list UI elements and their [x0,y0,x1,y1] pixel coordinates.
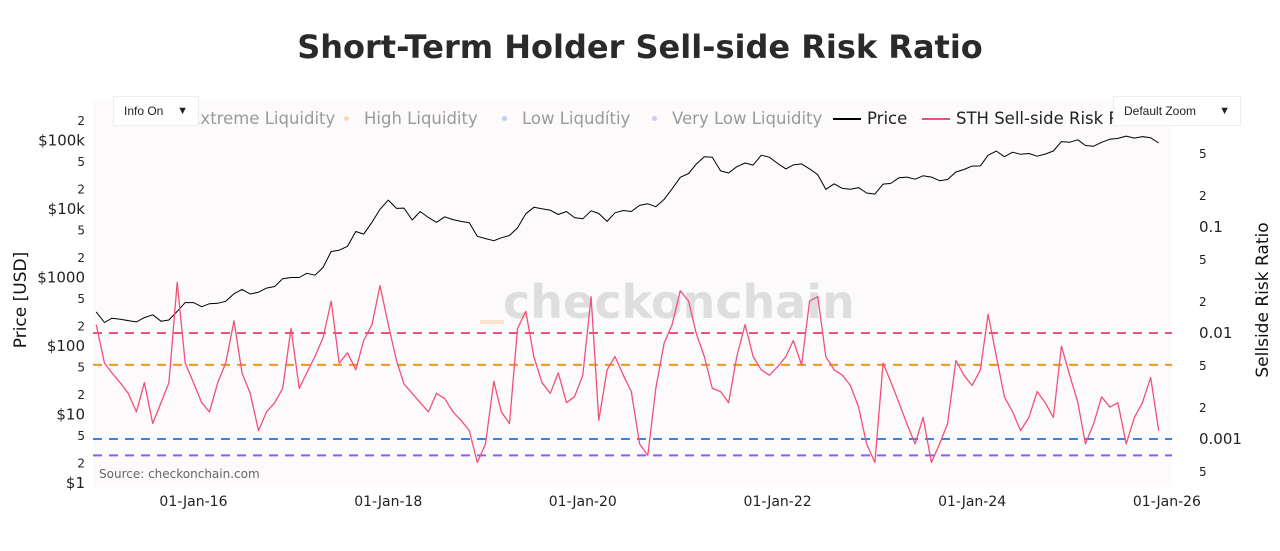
legend-label: STH Sell-side Risk Ratio [956,109,1151,128]
left-tick-label: $10 [56,406,85,424]
right-tick-label: 5 [1199,253,1207,267]
left-tick-label: $10k [48,200,86,218]
legend-item[interactable]: High Liquidity [344,109,478,128]
watermark: checkonchain [503,275,855,329]
source-note: Source: checkonchain.com [99,467,260,481]
left-tick-label: 5 [77,429,85,443]
watermark-logo-mark [480,320,504,324]
left-tick-label: $1000 [37,269,85,287]
x-tick-label: 01-Jan-18 [354,494,422,510]
right-tick-label: 0.001 [1199,430,1242,448]
right-tick-label: 2 [1199,189,1207,203]
legend-label: Very Low Liquidity [672,109,823,128]
left-tick-label: $100 [47,337,85,355]
chart-title: Short-Term Holder Sell-side Risk Ratio [297,28,983,66]
left-tick-label: 5 [77,361,85,375]
x-tick-label: 01-Jan-26 [1133,494,1201,510]
legend-dot-icon [344,116,349,121]
left-tick-label: 2 [77,388,85,402]
series-lines [95,135,1160,464]
right-tick-label: 2 [1199,295,1207,309]
zoom-dropdown[interactable]: Default Zoom ▼ [1113,96,1241,126]
dropdown-arrow-icon: ▼ [1219,105,1230,117]
left-tick-label: $100k [38,132,85,150]
price-line[interactable] [95,135,1159,323]
right-axis-title: Sellside Risk Ratio [1253,222,1273,377]
legend-item[interactable]: Very Low Liquidity [652,109,822,128]
left-tick-label: 2 [77,182,85,196]
left-tick-label: 2 [77,114,85,128]
left-tick-label: 2 [77,456,85,470]
left-tick-label: 2 [77,319,85,333]
left-axis-title: Price [USD] [11,252,31,348]
zoom-dropdown-label: Default Zoom [1124,104,1197,118]
dropdown-arrow-icon: ▼ [177,105,188,117]
x-tick-label: 01-Jan-16 [159,494,227,510]
left-tick-label: $1 [66,474,85,492]
right-tick-label: 5 [1199,465,1207,479]
legend-line-icon [922,117,950,120]
legend-label: Price [867,109,908,128]
plot-area[interactable] [93,100,1172,487]
right-tick-label: 5 [1199,359,1207,373]
risk-ratio-line[interactable] [95,281,1160,464]
right-tick-label: 2 [1199,401,1207,415]
right-tick-label: 5 [1199,147,1207,161]
legend-label: Extreme Liquidity [190,109,336,128]
info-dropdown-label: Info On [124,104,164,118]
info-dropdown[interactable]: Info On ▼ [113,96,199,126]
left-tick-label: 5 [77,224,85,238]
x-tick-label: 01-Jan-22 [744,494,812,510]
legend-dot-icon [502,116,507,121]
legend-dot-icon [652,116,657,121]
right-tick-label: 0.1 [1199,218,1223,236]
x-tick-label: 01-Jan-20 [549,494,617,510]
left-tick-label: 5 [77,292,85,306]
legend-item[interactable]: Price [833,109,907,128]
x-axis-ticks: 01-Jan-16 01-Jan-18 01-Jan-20 01-Jan-22 01-J… [159,494,1201,510]
x-tick-label: 01-Jan-24 [938,494,1006,510]
left-axis-ticks: $1 2 5 $10 2 5 $100 2 5 $1000 2 5 $10k 2 5 $100k 2 [37,114,85,492]
left-tick-label: 5 [77,155,85,169]
legend-line-icon [833,117,861,120]
legend-item[interactable]: STH Sell-side Risk Ratio [922,109,1151,128]
right-axis-ticks: 5 0.001 2 5 0.01 2 5 0.1 2 5 [1199,147,1242,479]
legend-label: Low Liqudítiy [522,109,631,128]
right-tick-label: 0.01 [1199,324,1232,342]
left-tick-label: 2 [77,251,85,265]
legend-item[interactable]: Low Liqudítiy [502,109,630,128]
legend-label: High Liquidity [364,109,478,128]
